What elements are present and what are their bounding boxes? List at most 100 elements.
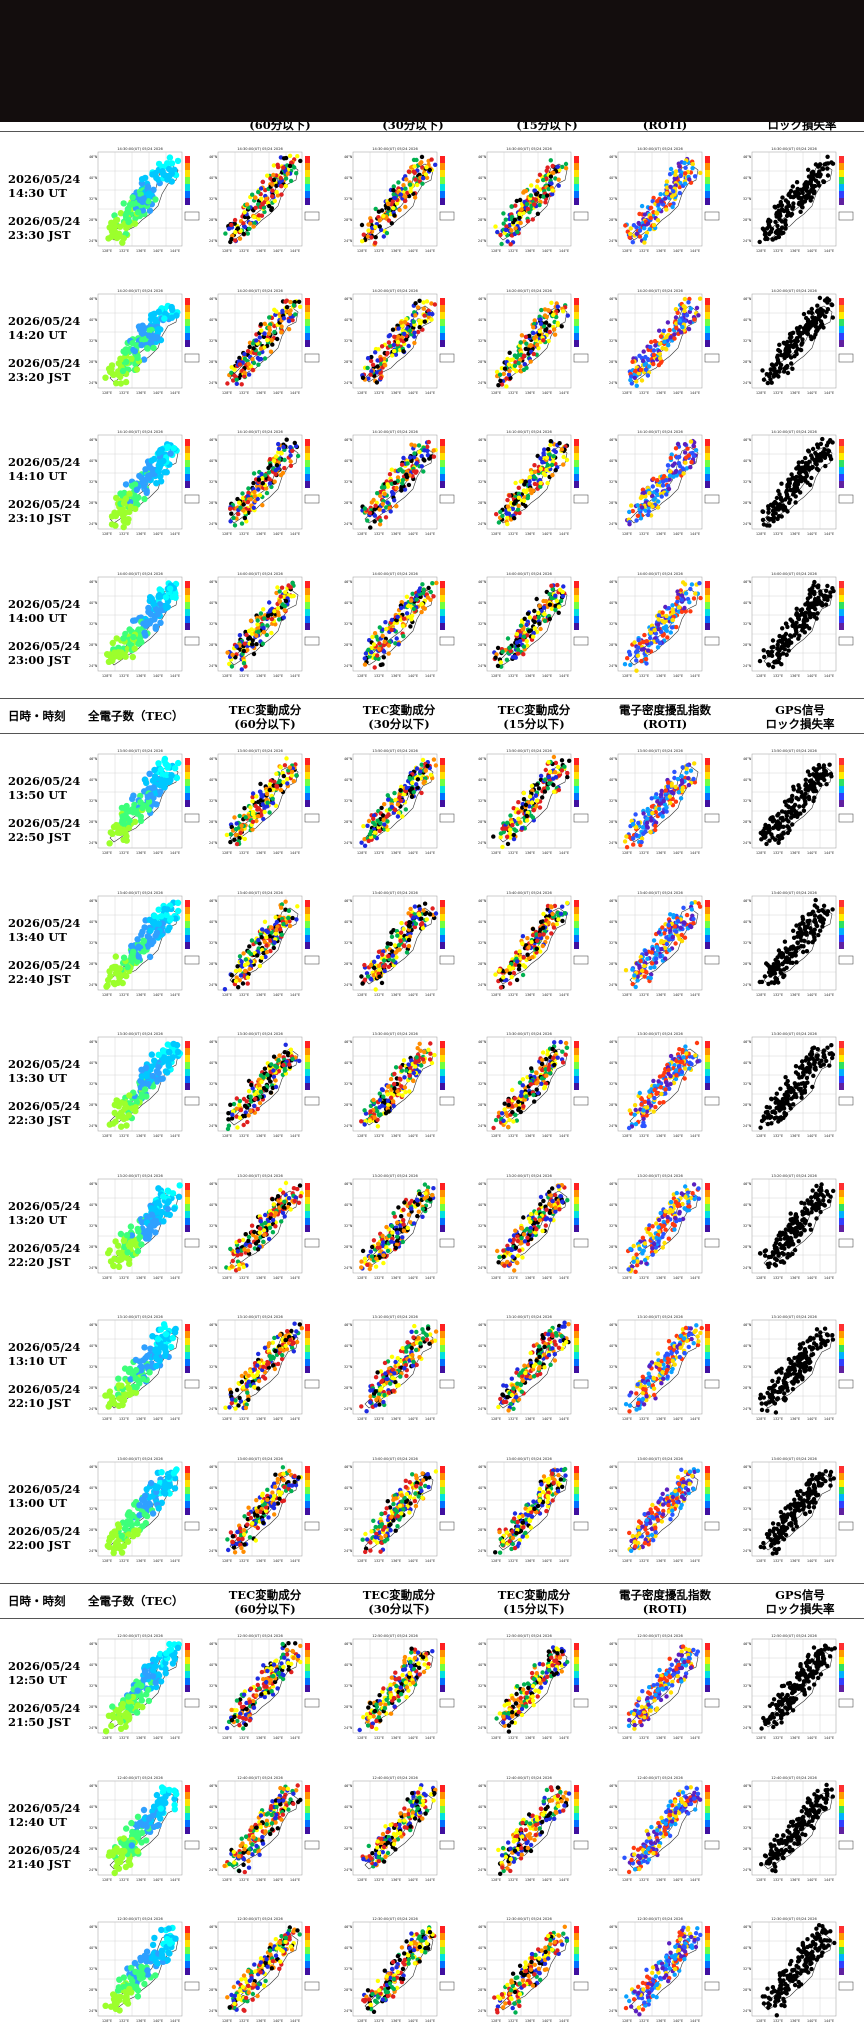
map-lon-label: 140°E — [408, 249, 418, 253]
map-legend-box — [185, 1380, 199, 1388]
map-legend-box — [839, 1097, 853, 1105]
map-lat-label: 24°N — [478, 1549, 487, 1553]
row-time-ut: 2026/05/24 13:50 UT — [8, 774, 80, 802]
map-lon-label: 136°E — [656, 1276, 666, 1280]
colorbar — [185, 1183, 190, 1232]
map-lat-label: 40°N — [743, 1486, 752, 1490]
map-lon-label: 128°E — [756, 1417, 766, 1421]
colorbar — [305, 1785, 310, 1834]
map-lon-label: 132°E — [508, 1417, 518, 1421]
map-timestamp: 13:20:00(UT) 05/24 2026 — [771, 1174, 817, 1178]
tec-map-image: 13:30:00(UT) 05/24 202646°N40°N32°N28°N2… — [88, 1029, 203, 1141]
map-legend-box — [574, 1097, 588, 1105]
tec30-map-image: 14:00:00(UT) 05/24 202646°N40°N32°N28°N2… — [343, 569, 458, 681]
map-lat-label: 40°N — [344, 601, 353, 605]
row-time-ut: 2026/05/24 14:20 UT — [8, 314, 80, 342]
map-lon-label: 136°E — [391, 851, 401, 855]
map-legend-box — [185, 1699, 199, 1707]
map-timestamp: 12:50:00(UT) 05/24 2026 — [237, 1634, 283, 1638]
map-lat-label: 32°N — [478, 197, 487, 201]
map-lon-label: 136°E — [790, 532, 800, 536]
